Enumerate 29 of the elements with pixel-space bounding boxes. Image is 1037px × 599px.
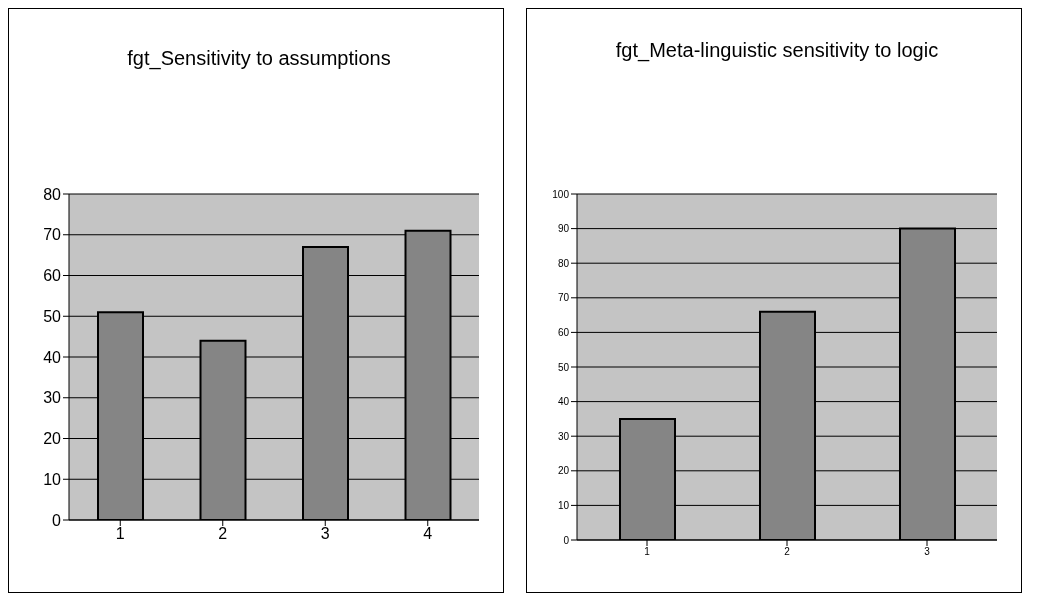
y-tick-label: 60 [557, 326, 570, 338]
y-tick-label: 100 [552, 188, 570, 200]
y-tick-label: 70 [43, 226, 62, 244]
x-tick-label: 3 [924, 546, 931, 558]
y-tick-label: 20 [43, 430, 62, 448]
chart-title: fgt_Meta-linguistic sensitivity to logic [614, 38, 940, 64]
y-tick-label: 0 [52, 511, 62, 529]
y-tick-label: 80 [43, 185, 62, 203]
x-tick-label: 1 [644, 546, 651, 558]
y-tick-label: 50 [43, 307, 62, 325]
y-tick-label: 30 [43, 389, 62, 407]
y-tick-label: 50 [557, 361, 570, 373]
y-tick-label: 40 [557, 396, 570, 408]
y-tick-label: 10 [43, 470, 62, 488]
y-tick-label: 0 [563, 534, 570, 546]
y-tick-label: 40 [43, 348, 62, 366]
x-tick-label: 1 [115, 525, 125, 543]
x-tick-label: 3 [320, 525, 330, 543]
x-tick-label: 2 [218, 525, 228, 543]
y-tick-label: 60 [43, 267, 62, 285]
x-tick-label: 4 [423, 525, 433, 543]
y-tick-label: 70 [557, 292, 570, 304]
y-tick-label: 90 [557, 223, 570, 235]
y-tick-label: 10 [557, 499, 570, 511]
chart-title: fgt_Sensitivity to assumptions [126, 46, 392, 72]
x-tick-label: 2 [784, 546, 791, 558]
y-tick-label: 80 [557, 257, 570, 269]
y-tick-label: 30 [557, 430, 570, 442]
y-tick-label: 20 [557, 465, 570, 477]
